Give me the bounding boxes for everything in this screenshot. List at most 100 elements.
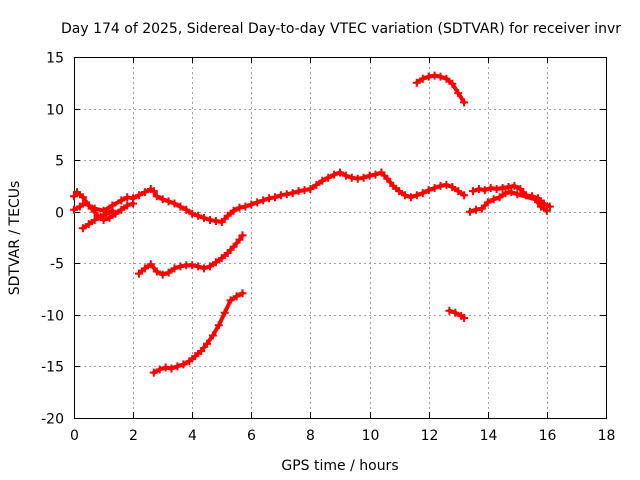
data-point xyxy=(123,201,132,210)
data-point xyxy=(158,270,167,279)
x-tick-label: 6 xyxy=(247,428,256,444)
series-track-low xyxy=(78,206,117,233)
data-point xyxy=(200,213,208,222)
data-point xyxy=(152,192,161,201)
data-point xyxy=(474,185,483,193)
data-point xyxy=(208,331,217,340)
data-point xyxy=(383,174,392,183)
data-point xyxy=(510,181,519,190)
series-trace xyxy=(447,308,467,320)
data-point xyxy=(117,205,126,214)
data-point xyxy=(451,308,460,317)
data-point xyxy=(90,216,99,224)
data-point xyxy=(513,190,522,199)
data-point xyxy=(229,206,238,215)
data-series xyxy=(70,71,554,377)
data-point xyxy=(412,78,421,87)
data-point xyxy=(135,269,143,278)
data-point xyxy=(336,168,344,177)
data-point xyxy=(300,186,309,195)
data-point xyxy=(247,200,256,209)
grid-lines xyxy=(74,57,606,418)
data-point xyxy=(214,321,223,330)
data-point xyxy=(102,209,111,218)
data-point xyxy=(442,74,451,83)
data-point xyxy=(173,362,182,371)
data-point xyxy=(197,347,206,355)
data-point xyxy=(448,79,457,88)
axis-ticks: 0 2 4 6 8 10 12 14 16 18 -20 -15 -10 -5 0 5 10 15 xyxy=(41,51,615,445)
data-point xyxy=(164,268,173,277)
data-point xyxy=(238,231,247,240)
data-point xyxy=(235,235,244,244)
series-track-dip xyxy=(70,198,138,224)
data-point xyxy=(401,191,409,200)
y-tick-label: 0 xyxy=(55,206,64,222)
data-point xyxy=(223,249,232,257)
data-point xyxy=(152,267,161,276)
data-point xyxy=(182,205,191,214)
data-point xyxy=(483,198,492,207)
data-point xyxy=(179,360,188,369)
data-point xyxy=(75,202,84,211)
data-point xyxy=(480,186,489,195)
data-point xyxy=(155,365,164,374)
y-tick-label: -20 xyxy=(41,412,64,428)
data-point xyxy=(217,254,226,263)
data-point xyxy=(312,180,321,189)
data-point xyxy=(223,211,232,220)
data-point xyxy=(206,262,214,271)
data-point xyxy=(489,195,498,204)
data-point xyxy=(78,224,87,233)
x-tick-label: 2 xyxy=(129,428,138,444)
data-point xyxy=(170,199,179,208)
data-point xyxy=(542,206,551,215)
data-point xyxy=(424,186,433,195)
data-point xyxy=(460,98,469,107)
data-point xyxy=(537,202,545,211)
x-tick-label: 16 xyxy=(539,428,557,444)
data-point xyxy=(70,192,78,201)
data-point xyxy=(395,187,404,196)
data-point xyxy=(445,306,454,315)
data-point xyxy=(418,74,427,83)
y-tick-label: 15 xyxy=(46,51,64,67)
data-point xyxy=(359,173,368,182)
y-tick-label: -5 xyxy=(50,257,64,273)
x-tick-label: 4 xyxy=(188,428,197,444)
data-point xyxy=(194,211,203,220)
data-point xyxy=(504,183,513,191)
x-tick-label: 10 xyxy=(362,428,380,444)
data-point xyxy=(135,191,143,200)
data-point xyxy=(271,193,279,202)
data-point xyxy=(495,193,504,202)
series-track-wave xyxy=(135,231,247,279)
data-point xyxy=(389,181,398,190)
y-axis-label: SDTVAR / TECUs xyxy=(7,181,23,296)
data-point xyxy=(531,195,540,204)
data-point xyxy=(448,183,457,191)
data-point xyxy=(436,72,445,81)
data-point xyxy=(232,292,241,301)
plot-area-frame xyxy=(74,57,607,419)
data-point xyxy=(412,191,421,200)
data-point xyxy=(158,195,167,204)
data-point xyxy=(108,206,117,215)
x-tick-label: 0 xyxy=(70,428,79,444)
data-point xyxy=(117,196,126,205)
data-point xyxy=(81,198,90,207)
data-point xyxy=(371,170,380,179)
data-point xyxy=(341,171,350,180)
data-point xyxy=(460,314,469,322)
y-tick-label: 5 xyxy=(55,154,64,170)
data-point xyxy=(454,187,463,196)
data-point xyxy=(203,339,211,348)
data-point xyxy=(140,188,149,197)
data-point xyxy=(318,176,327,185)
series-track-deep xyxy=(149,289,247,377)
data-point xyxy=(149,187,158,196)
data-point xyxy=(217,218,226,226)
data-point xyxy=(469,187,477,196)
data-point xyxy=(70,205,78,214)
data-point xyxy=(229,242,238,251)
